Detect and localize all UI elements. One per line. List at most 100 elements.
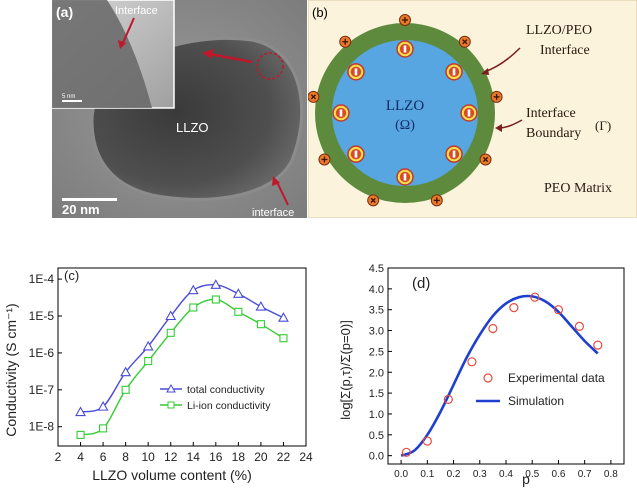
chart-c-point-total: [97, 401, 109, 411]
chart-c-xtick-label: 18: [232, 450, 246, 464]
chart-c-legend-marker-1: [167, 401, 175, 409]
chart-c-panel-label: (c): [64, 268, 79, 283]
chart-c-xtick-label: 14: [187, 450, 201, 464]
inner-charge-mark-4: [403, 173, 407, 181]
outer-charge-mark-v-7: [310, 94, 316, 100]
tem-image-panel: (a) Interface 5 nm LLZO interface 20 nm: [52, 0, 307, 218]
chart-d-xtick-label: 0.4: [499, 469, 513, 480]
tem-image: (a) Interface 5 nm LLZO interface 20 nm: [52, 0, 307, 218]
chart-d-ytick-label: 1.0: [369, 409, 384, 421]
simulation-chart-panel: 0.0 0.1 0.2 0.3 0.4 0.5 0.6 0.7 0.8 0.0 0.5 1.0 1.5 2…: [330, 252, 637, 490]
chart-d-xtick-label: 0.7: [578, 469, 592, 480]
chart-c-xtick-label: 22: [277, 450, 291, 464]
chart-c-point-liion: [121, 385, 130, 394]
chart-d-point-experimental: [422, 436, 432, 446]
interface-label-line2: Interface: [540, 43, 590, 58]
chart-c-xtick-label: 24: [299, 450, 313, 464]
chart-c-series-line-1: [80, 298, 284, 436]
panel-a-label: (a): [56, 4, 73, 20]
chart-c-point-liion: [166, 328, 175, 337]
inner-charge-mark-5: [354, 150, 358, 158]
bottom-arrow-line: [276, 181, 289, 206]
outer-charge-mark-v-1: [462, 39, 468, 45]
chart-d-legend: Experimental data Simulation: [476, 371, 605, 408]
chart-c-legend: total conductivity Li-ion conductivity: [160, 383, 271, 412]
interface-callout-arrow: [481, 68, 489, 75]
inner-charge-mark-2: [467, 109, 471, 117]
chart-c-point-total: [120, 366, 132, 377]
chart-d-ylabel: log[Σ(p,τ)/Σ(p=0)]: [338, 320, 353, 420]
charge-markers: [307, 14, 503, 207]
chart-d-point-experimental: [553, 305, 564, 315]
chart-d-legend-label-1: Simulation: [508, 394, 564, 408]
chart-c-point-liion: [189, 303, 198, 312]
boundary-label-line2: Boundary: [526, 126, 581, 141]
inner-charge-mark-0: [403, 45, 407, 53]
chart-c-point-total: [210, 279, 222, 289]
chart-d-xtick-label: 0.1: [420, 469, 434, 480]
scale-bar: [62, 198, 117, 201]
chart-d-point-experimental: [467, 357, 477, 367]
chart-d-ytick-label: 2.5: [369, 346, 384, 358]
scale-bar-label: 20 nm: [62, 202, 100, 217]
outer-charge-mark-v-3: [482, 156, 489, 163]
chart-c-xtick-label: 12: [164, 450, 178, 464]
conductivity-chart-panel: 2 4 6 8 10 12 14 16 18 20 22 24 1E-8 1E-7 1E-6 1E-5 1E-4…: [0, 252, 322, 490]
chart-d-ytick-label: 0.0: [369, 451, 384, 463]
boundary-label-line1: Interface: [526, 106, 576, 121]
chart-d-panel-label: (d): [412, 275, 430, 292]
highlight-arrow-line: [209, 52, 253, 64]
highlight-arrow-head: [202, 49, 213, 59]
inset-interface-label: Interface: [115, 5, 158, 17]
chart-c-xtick-label: 16: [209, 450, 223, 464]
chart-d-xtick-label: 0.2: [447, 469, 461, 480]
particle-label: LLZO: [176, 120, 209, 135]
chart-d-legend-marker-0: [483, 373, 493, 383]
chart-c-xtick-label: 8: [122, 450, 129, 464]
chart-d-xtick-label: 0.8: [604, 469, 618, 480]
bottom-interface-label: interface: [252, 207, 294, 218]
chart-c-legend-marker-0: [166, 383, 176, 393]
interface-label-line1: LLZO/PEO: [526, 23, 592, 38]
chart-d-frame: [387, 267, 625, 465]
chart-c-point-total: [187, 284, 199, 295]
chart-c-point-total: [165, 310, 177, 321]
boundary-callout-arrow: [495, 124, 502, 132]
chart-d-ytick-label: 4.0: [369, 284, 384, 296]
bottom-arrow-head: [272, 176, 280, 186]
inner-charge-mark-6: [339, 109, 343, 117]
chart-d-ytick-label: 0.5: [369, 430, 384, 442]
chart-c-ytick-label: 1E-4: [29, 272, 55, 286]
chart-c-xlabel: LLZO volume content (%): [92, 467, 252, 483]
chart-d-point-experimental: [401, 447, 411, 457]
chart-c-point-liion: [76, 430, 85, 439]
chart-c-legend-label-1: Li-ion conductivity: [187, 400, 271, 412]
chart-d-point-experimental: [574, 321, 585, 331]
chart-c-point-liion: [279, 334, 288, 343]
panel-b-label: (b): [312, 5, 328, 20]
inset-arrow-head: [118, 40, 126, 49]
chart-d-point-experimental: [593, 340, 603, 350]
chart-c-ytick-label: 1E-5: [29, 309, 55, 323]
chart-d-ytick-label: 4.5: [369, 263, 384, 275]
chart-c-point-total: [75, 406, 86, 417]
chart-c-point-total: [255, 300, 267, 311]
core-label: LLZO: [386, 98, 424, 114]
inner-charge-mark-3: [452, 150, 456, 158]
chart-d-point-experimental: [488, 323, 498, 334]
inset-scale-label: 5 nm: [62, 94, 75, 100]
chart-c-point-total: [278, 312, 289, 322]
core-symbol: (Ω): [395, 118, 415, 133]
schematic-diagram: (b) LLZO (Ω) LLZO/PEO Interface Interfac…: [307, 0, 637, 219]
interface-highlight-circle: [256, 52, 284, 80]
chart-c-xtick-label: 2: [55, 450, 62, 464]
chart-c-point-liion: [144, 357, 153, 366]
inset-arrow-line: [121, 17, 135, 46]
chart-d-point-experimental: [509, 303, 519, 313]
chart-c-ytick-label: 1E-6: [29, 346, 55, 360]
chart-c-ytick-label: 1E-7: [29, 383, 55, 397]
chart-c-xtick-label: 20: [254, 450, 268, 464]
chart-d-simulation-curve: [400, 294, 599, 457]
chart-c-point-liion: [256, 320, 265, 329]
chart-c-xtick-label: 10: [142, 450, 156, 464]
